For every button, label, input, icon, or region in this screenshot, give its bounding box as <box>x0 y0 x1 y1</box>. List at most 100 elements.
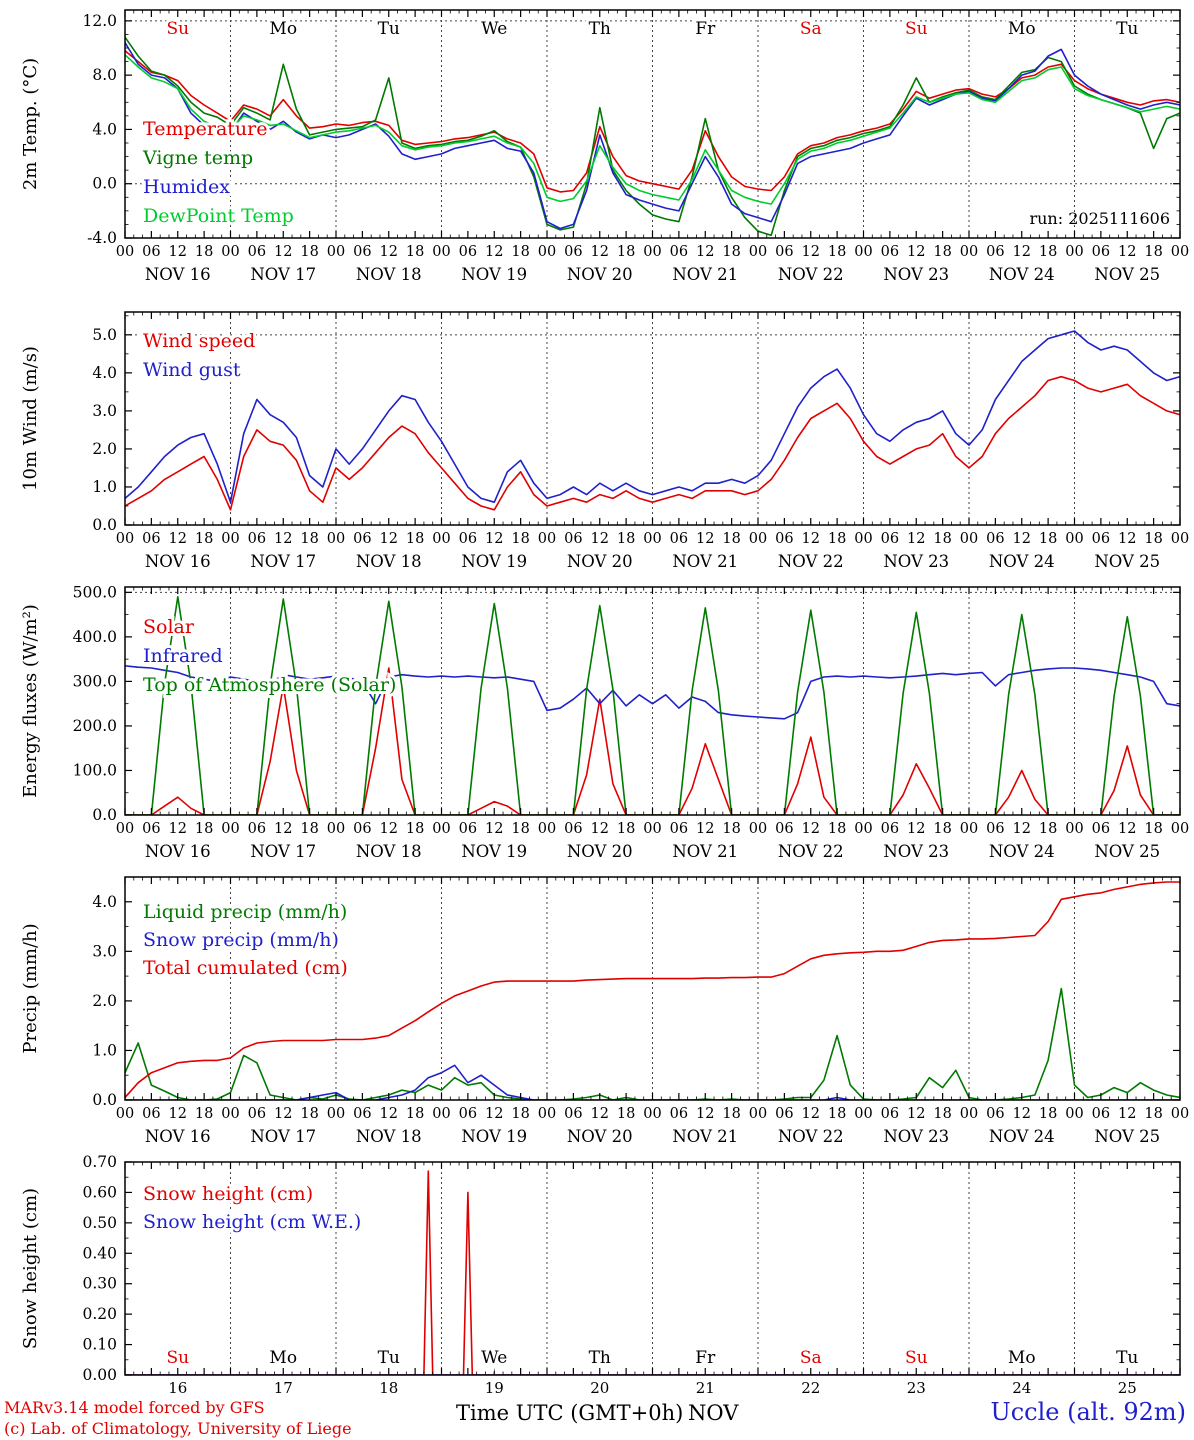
svg-text:12: 12 <box>591 531 609 547</box>
svg-text:NOV 17: NOV 17 <box>250 842 316 861</box>
svg-text:12.0: 12.0 <box>82 12 117 30</box>
top-of-atmosphere-solar--line <box>125 595 1180 815</box>
svg-text:06: 06 <box>881 244 899 260</box>
svg-text:00: 00 <box>116 821 134 837</box>
svg-text:12: 12 <box>907 531 925 547</box>
svg-text:06: 06 <box>775 531 793 547</box>
svg-text:12: 12 <box>380 1106 398 1122</box>
svg-text:00: 00 <box>538 244 556 260</box>
svg-text:18: 18 <box>828 531 846 547</box>
svg-text:12: 12 <box>1013 531 1031 547</box>
svg-text:12: 12 <box>802 244 820 260</box>
svg-text:06: 06 <box>248 244 266 260</box>
svg-text:Energy fluxes (W/m²): Energy fluxes (W/m²) <box>20 604 41 798</box>
svg-text:0.0: 0.0 <box>92 175 117 193</box>
svg-text:12: 12 <box>274 531 292 547</box>
svg-text:NOV 24: NOV 24 <box>989 265 1055 284</box>
svg-text:NOV 25: NOV 25 <box>1094 552 1160 571</box>
svg-text:00: 00 <box>1171 531 1189 547</box>
svg-text:18: 18 <box>933 531 951 547</box>
svg-text:00: 00 <box>221 1106 239 1122</box>
svg-text:0.10: 0.10 <box>82 1336 117 1354</box>
svg-text:NOV 22: NOV 22 <box>778 842 844 861</box>
svg-text:NOV 22: NOV 22 <box>778 552 844 571</box>
svg-text:DewPoint Temp: DewPoint Temp <box>143 205 294 227</box>
svg-text:00: 00 <box>327 1106 345 1122</box>
svg-text:12: 12 <box>380 821 398 837</box>
svg-text:20: 20 <box>590 1379 609 1397</box>
svg-text:Su: Su <box>905 19 928 39</box>
svg-text:12: 12 <box>591 244 609 260</box>
svg-text:Wind speed: Wind speed <box>143 330 255 352</box>
svg-text:Tu: Tu <box>1116 19 1138 39</box>
svg-text:18: 18 <box>195 531 213 547</box>
svg-text:100.0: 100.0 <box>73 761 117 779</box>
svg-text:00: 00 <box>749 244 767 260</box>
svg-text:Snow height (cm): Snow height (cm) <box>20 1188 41 1349</box>
svg-text:18: 18 <box>933 244 951 260</box>
svg-text:12: 12 <box>380 244 398 260</box>
svg-text:NOV 18: NOV 18 <box>356 552 422 571</box>
snow-height-cm--line <box>125 1170 1180 1375</box>
svg-text:0.20: 0.20 <box>82 1305 117 1323</box>
svg-text:18: 18 <box>1144 821 1162 837</box>
svg-text:NOV 17: NOV 17 <box>250 265 316 284</box>
svg-text:06: 06 <box>1092 531 1110 547</box>
svg-text:NOV 18: NOV 18 <box>356 842 422 861</box>
svg-text:NOV 20: NOV 20 <box>567 265 633 284</box>
station-label: Uccle (alt. 92m) <box>990 1398 1186 1426</box>
svg-text:06: 06 <box>248 1106 266 1122</box>
svg-text:0.30: 0.30 <box>82 1275 117 1293</box>
svg-text:06: 06 <box>353 1106 371 1122</box>
svg-text:Fr: Fr <box>695 19 716 39</box>
svg-text:00: 00 <box>854 1106 872 1122</box>
svg-text:Temperature: Temperature <box>143 118 267 140</box>
svg-text:18: 18 <box>379 1379 398 1397</box>
svg-text:00: 00 <box>643 1106 661 1122</box>
svg-text:12: 12 <box>1013 821 1031 837</box>
svg-text:00: 00 <box>643 244 661 260</box>
svg-text:-4.0: -4.0 <box>87 229 117 247</box>
svg-text:NOV 19: NOV 19 <box>461 842 527 861</box>
svg-text:12: 12 <box>907 821 925 837</box>
svg-text:00: 00 <box>854 244 872 260</box>
svg-text:00: 00 <box>221 244 239 260</box>
svg-text:Sa: Sa <box>800 1348 822 1368</box>
svg-text:2m Temp. (°C): 2m Temp. (°C) <box>20 58 41 190</box>
svg-text:Precip (mm/h): Precip (mm/h) <box>20 923 41 1053</box>
vigne-temp-line <box>125 36 1180 237</box>
svg-text:NOV 21: NOV 21 <box>672 265 738 284</box>
svg-text:Fr: Fr <box>695 1348 716 1368</box>
svg-text:12: 12 <box>380 531 398 547</box>
svg-text:00: 00 <box>643 821 661 837</box>
total-cumulated-cm--line <box>125 881 1180 1099</box>
svg-text:00: 00 <box>116 244 134 260</box>
svg-text:18: 18 <box>300 821 318 837</box>
svg-text:NOV 19: NOV 19 <box>461 265 527 284</box>
svg-text:Th: Th <box>589 19 611 39</box>
svg-text:12: 12 <box>591 1106 609 1122</box>
svg-text:00: 00 <box>1171 244 1189 260</box>
svg-text:18: 18 <box>722 244 740 260</box>
svg-text:0.40: 0.40 <box>82 1244 117 1262</box>
svg-text:00: 00 <box>221 531 239 547</box>
svg-text:18: 18 <box>195 1106 213 1122</box>
svg-text:Humidex: Humidex <box>143 176 230 198</box>
svg-text:06: 06 <box>459 531 477 547</box>
svg-text:12: 12 <box>696 531 714 547</box>
svg-text:4.0: 4.0 <box>92 120 117 138</box>
svg-text:25: 25 <box>1118 1379 1137 1397</box>
svg-text:Snow precip (mm/h): Snow precip (mm/h) <box>143 929 339 951</box>
svg-text:18: 18 <box>1144 1106 1162 1122</box>
svg-text:06: 06 <box>881 821 899 837</box>
svg-text:06: 06 <box>775 1106 793 1122</box>
svg-text:00: 00 <box>960 531 978 547</box>
svg-text:06: 06 <box>459 244 477 260</box>
svg-text:Th: Th <box>589 1348 611 1368</box>
svg-text:06: 06 <box>670 1106 688 1122</box>
svg-text:8.0: 8.0 <box>92 66 117 84</box>
svg-text:NOV 20: NOV 20 <box>567 842 633 861</box>
svg-text:00: 00 <box>432 244 450 260</box>
infrared-line <box>125 665 1180 720</box>
